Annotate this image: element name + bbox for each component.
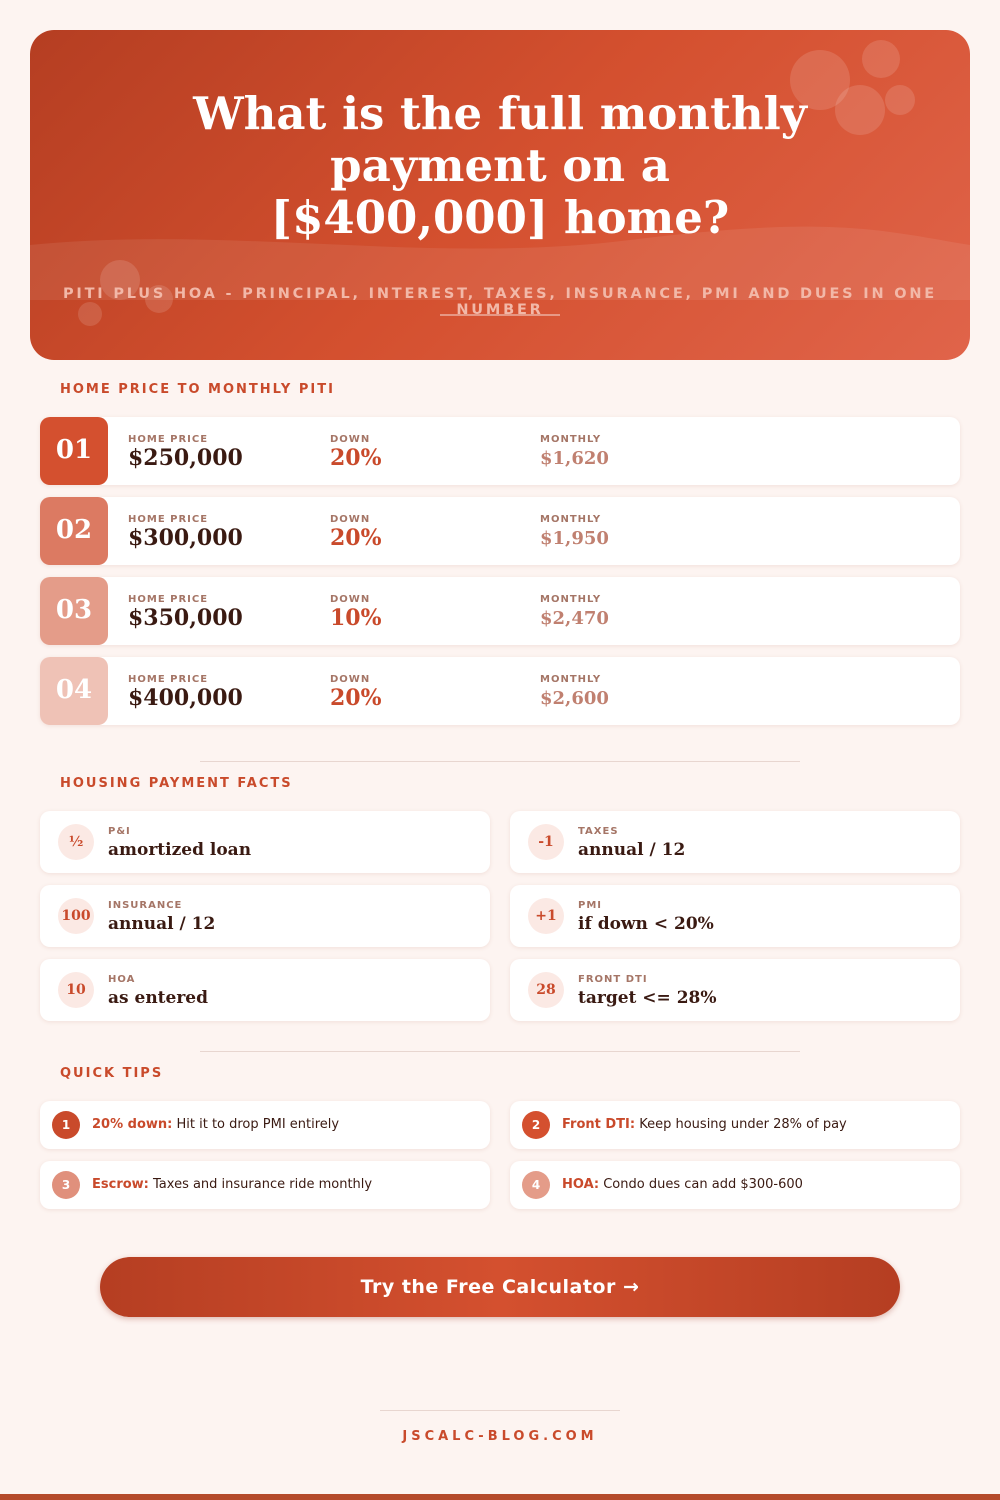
column-label: HOME PRICE <box>128 594 209 605</box>
tip-term: Front DTI: <box>562 1117 636 1132</box>
fact-value: annual / 12 <box>108 914 216 934</box>
row-monthly: $1,950 <box>540 528 609 549</box>
tip-number: 2 <box>522 1111 550 1139</box>
row-price: $350,000 <box>128 605 243 631</box>
fact-badge: 10 <box>58 972 94 1008</box>
tip-number: 4 <box>522 1171 550 1199</box>
fact-badge: +1 <box>528 898 564 934</box>
fact-card: -1 TAXES annual / 12 <box>510 811 960 873</box>
column-label: MONTHLY <box>540 434 602 445</box>
tip-text: Hit it to drop PMI entirely <box>176 1117 340 1132</box>
tip-line: 20% down: Hit it to drop PMI entirely <box>92 1117 339 1132</box>
fact-card: +1 PMI if down < 20% <box>510 885 960 947</box>
fact-badge: -1 <box>528 824 564 860</box>
row-monthly: $2,470 <box>540 608 609 629</box>
row-monthly: $1,620 <box>540 448 609 469</box>
wave <box>30 226 970 300</box>
fact-label: FRONT DTI <box>578 974 648 985</box>
fact-label: INSURANCE <box>108 900 183 911</box>
tip-term: Escrow: <box>92 1177 149 1192</box>
fact-label: P&I <box>108 826 131 837</box>
fact-value: as entered <box>108 988 209 1008</box>
fact-card: ½ P&I amortized loan <box>40 811 490 873</box>
tip-number: 1 <box>52 1111 80 1139</box>
row-index: 04 <box>40 657 108 725</box>
fact-card: 10 HOA as entered <box>40 959 490 1021</box>
fact-card: 100 INSURANCE annual / 12 <box>40 885 490 947</box>
section-heading: HOME PRICE TO MONTHLY PITI <box>60 382 335 397</box>
row-card: 04 HOME PRICE $400,000 DOWN 20% MONTHLY $2,600 <box>40 657 960 725</box>
divider <box>380 1410 620 1411</box>
row-card: 01 HOME PRICE $250,000 DOWN 20% MONTHLY $1,620 <box>40 417 960 485</box>
rule <box>440 314 560 316</box>
row-price: $300,000 <box>128 525 243 551</box>
row-down: 20% <box>330 445 382 471</box>
bottom-bar <box>0 1494 1000 1500</box>
tip-term: 20% down: <box>92 1117 173 1132</box>
fact-badge: 28 <box>528 972 564 1008</box>
row-down: 20% <box>330 685 382 711</box>
row-card: 02 HOME PRICE $300,000 DOWN 20% MONTHLY $1,950 <box>40 497 960 565</box>
row-index: 01 <box>40 417 108 485</box>
row-card: 03 HOME PRICE $350,000 DOWN 10% MONTHLY $2,470 <box>40 577 960 645</box>
column-label: DOWN <box>330 674 371 685</box>
title: What is the full monthly payment on a [$… <box>193 87 807 244</box>
column-label: MONTHLY <box>540 674 602 685</box>
row-monthly: $2,600 <box>540 688 609 709</box>
row-index: 03 <box>40 577 108 645</box>
tip-card: 4 HOA: Condo dues can add $300-600 <box>510 1161 960 1209</box>
tip-text: Keep housing under 28% of pay <box>639 1117 847 1132</box>
section-heading: HOUSING PAYMENT FACTS <box>60 776 293 791</box>
subtitle: PITI PLUS HOA - PRINCIPAL, INTEREST, TAX… <box>62 286 937 318</box>
tip-number: 3 <box>52 1171 80 1199</box>
fact-card: 28 FRONT DTI target <= 28% <box>510 959 960 1021</box>
fact-label: TAXES <box>578 826 619 837</box>
column-label: DOWN <box>330 434 371 445</box>
section-heading: QUICK TIPS <box>60 1066 164 1081</box>
fact-label: PMI <box>578 900 603 911</box>
fact-value: if down < 20% <box>578 914 714 934</box>
row-price: $400,000 <box>128 685 243 711</box>
fact-badge: 100 <box>58 898 94 934</box>
tip-card: 2 Front DTI: Keep housing under 28% of pa… <box>510 1101 960 1149</box>
tip-line: Front DTI: Keep housing under 28% of pay <box>562 1117 847 1132</box>
fact-label: HOA <box>108 974 136 985</box>
row-down: 20% <box>330 525 382 551</box>
divider <box>200 761 800 762</box>
column-label: DOWN <box>330 594 371 605</box>
tip-card: 1 20% down: Hit it to drop PMI entirely <box>40 1101 490 1149</box>
fact-value: amortized loan <box>108 840 252 860</box>
row-price: $250,000 <box>128 445 243 471</box>
hero: What is the full monthly payment on a [$… <box>30 30 970 360</box>
column-label: HOME PRICE <box>128 434 209 445</box>
column-label: DOWN <box>330 514 371 525</box>
row-index: 02 <box>40 497 108 565</box>
divider <box>200 1051 800 1052</box>
fact-value: annual / 12 <box>578 840 686 860</box>
cta-button[interactable]: Try the Free Calculator → <box>100 1257 900 1317</box>
column-label: HOME PRICE <box>128 514 209 525</box>
tip-text: Taxes and insurance ride monthly <box>153 1177 373 1192</box>
tip-line: Escrow: Taxes and insurance ride monthly <box>92 1177 372 1192</box>
tip-line: HOA: Condo dues can add $300-600 <box>562 1177 803 1192</box>
tip-card: 3 Escrow: Taxes and insurance ride monthl… <box>40 1161 490 1209</box>
row-down: 10% <box>330 605 382 631</box>
column-label: HOME PRICE <box>128 674 209 685</box>
tip-term: HOA: <box>562 1177 600 1192</box>
footer: JSCALC-BLOG.COM <box>402 1429 598 1444</box>
column-label: MONTHLY <box>540 514 602 525</box>
column-label: MONTHLY <box>540 594 602 605</box>
fact-value: target <= 28% <box>578 988 717 1008</box>
fact-badge: ½ <box>58 824 94 860</box>
tip-text: Condo dues can add $300-600 <box>603 1177 803 1192</box>
